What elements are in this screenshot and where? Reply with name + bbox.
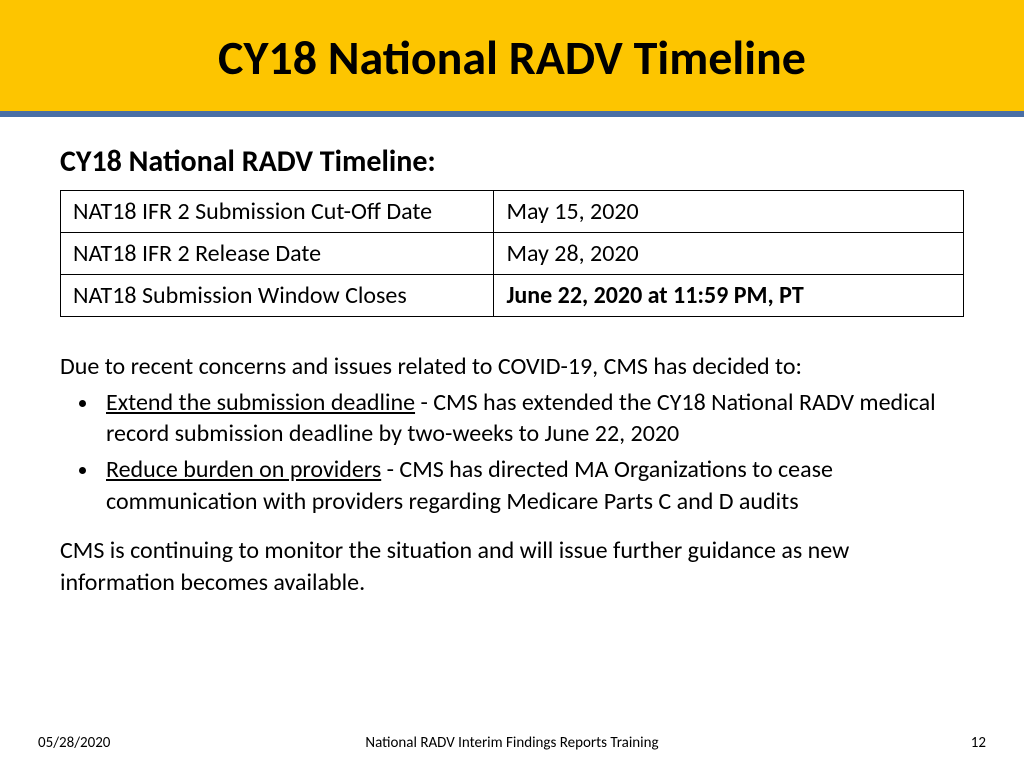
table-cell-label: NAT18 Submission Window Closes (61, 275, 494, 317)
table-row: NAT18 IFR 2 Submission Cut-Off DateMay 1… (61, 191, 964, 233)
list-item: Extend the submission deadline - CMS has… (100, 387, 964, 450)
timeline-table: NAT18 IFR 2 Submission Cut-Off DateMay 1… (60, 190, 964, 317)
table-cell-label: NAT18 IFR 2 Submission Cut-Off Date (61, 191, 494, 233)
slide: CY18 National RADV Timeline CY18 Nationa… (0, 0, 1024, 768)
table-cell-value: May 28, 2020 (494, 233, 964, 275)
content-area: CY18 National RADV Timeline: NAT18 IFR 2… (0, 117, 1024, 768)
table-cell-label: NAT18 IFR 2 Release Date (61, 233, 494, 275)
bullet-lead: Extend the submission deadline (106, 388, 415, 417)
table-cell-value: June 22, 2020 at 11:59 PM, PT (494, 275, 964, 317)
table-row: NAT18 Submission Window ClosesJune 22, 2… (61, 275, 964, 317)
slide-footer: 05/28/2020 National RADV Interim Finding… (0, 734, 1024, 752)
bullet-list: Extend the submission deadline - CMS has… (60, 387, 964, 518)
title-band: CY18 National RADV Timeline (0, 0, 1024, 111)
list-item: Reduce burden on providers - CMS has dir… (100, 454, 964, 517)
timeline-tbody: NAT18 IFR 2 Submission Cut-Off DateMay 1… (61, 191, 964, 317)
bullet-lead: Reduce burden on providers (106, 455, 381, 484)
slide-title: CY18 National RADV Timeline (40, 28, 984, 87)
table-cell-value: May 15, 2020 (494, 191, 964, 233)
closing-text: CMS is continuing to monitor the situati… (60, 535, 964, 598)
table-row: NAT18 IFR 2 Release DateMay 28, 2020 (61, 233, 964, 275)
intro-text: Due to recent concerns and issues relate… (60, 351, 964, 383)
subheading: CY18 National RADV Timeline: (60, 143, 964, 180)
footer-center: National RADV Interim Findings Reports T… (0, 734, 1024, 752)
